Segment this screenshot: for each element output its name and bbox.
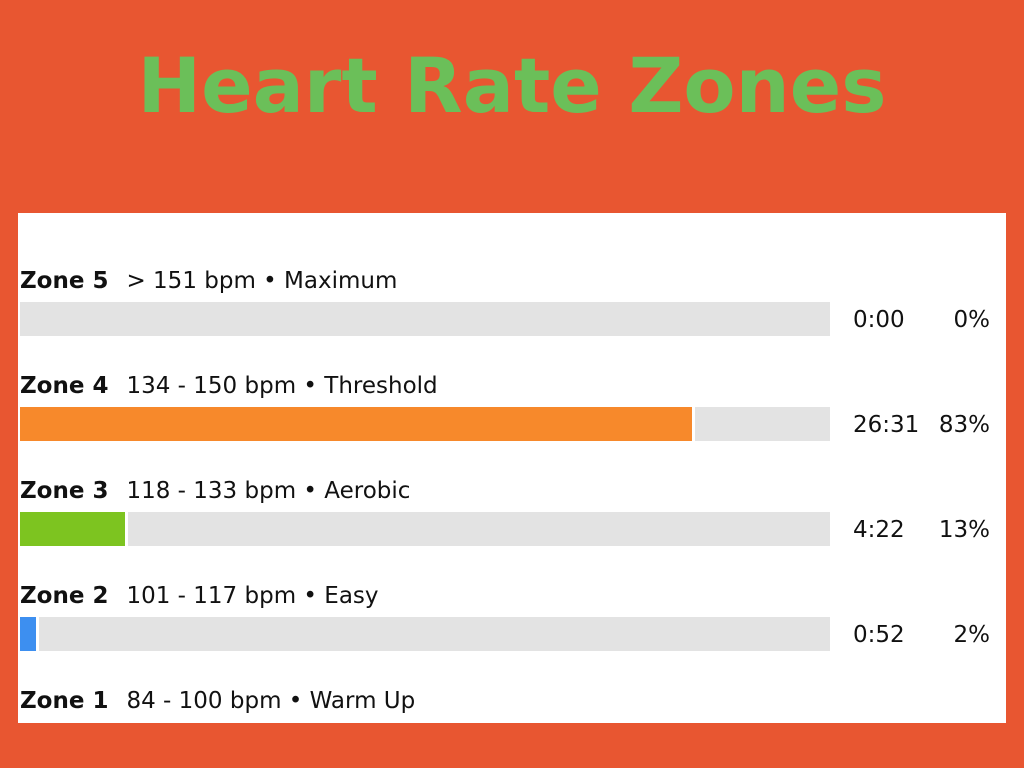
zone-range: 118 - 133 bpm • Aerobic [126,478,411,504]
zone-bar-fill [20,512,126,546]
zone-range: > 151 bpm • Maximum [126,268,398,294]
zone-percent: 0% [953,307,991,333]
zone-percent: 2% [953,622,991,648]
zone-percent: 83% [938,412,990,438]
zones-panel: Zone 5 > 151 bpm • Maximum 0:00 0% Zone 4 134… [18,213,1006,723]
zone-range: 101 - 117 bpm • Easy [126,583,379,609]
zone-name: Zone 5 [20,268,109,294]
zone-percent: 13% [938,517,990,543]
zone-range: 134 - 150 bpm • Threshold [126,373,438,399]
zone-bar-track [20,302,830,336]
zone-bar-track [20,407,830,441]
zone-name: Zone 1 [20,688,109,714]
zone-label: Zone 3 118 - 133 bpm • Aerobic [20,480,410,503]
zone-label: Zone 1 84 - 100 bpm • Warm Up [20,690,415,713]
zone-time: 0:00 [853,307,905,333]
zone-bar-separator [692,407,696,441]
zone-bar-separator [36,617,40,651]
zone-label: Zone 2 101 - 117 bpm • Easy [20,585,379,608]
zone-time: 26:31 [853,412,920,438]
zone-range: 84 - 100 bpm • Warm Up [126,688,416,714]
zone-name: Zone 2 [20,583,109,609]
zone-bar-track [20,617,830,651]
zone-label: Zone 5 > 151 bpm • Maximum [20,270,397,293]
zone-bar-fill [20,407,693,441]
zone-name: Zone 4 [20,373,109,399]
zone-bar-separator [125,512,129,546]
zone-bar-track [20,512,830,546]
zone-name: Zone 3 [20,478,109,504]
page-title: Heart Rate Zones [137,41,887,130]
zone-time: 0:52 [853,622,905,648]
zone-time: 4:22 [853,517,905,543]
zone-label: Zone 4 134 - 150 bpm • Threshold [20,375,438,398]
zone-bar-fill [20,617,37,651]
